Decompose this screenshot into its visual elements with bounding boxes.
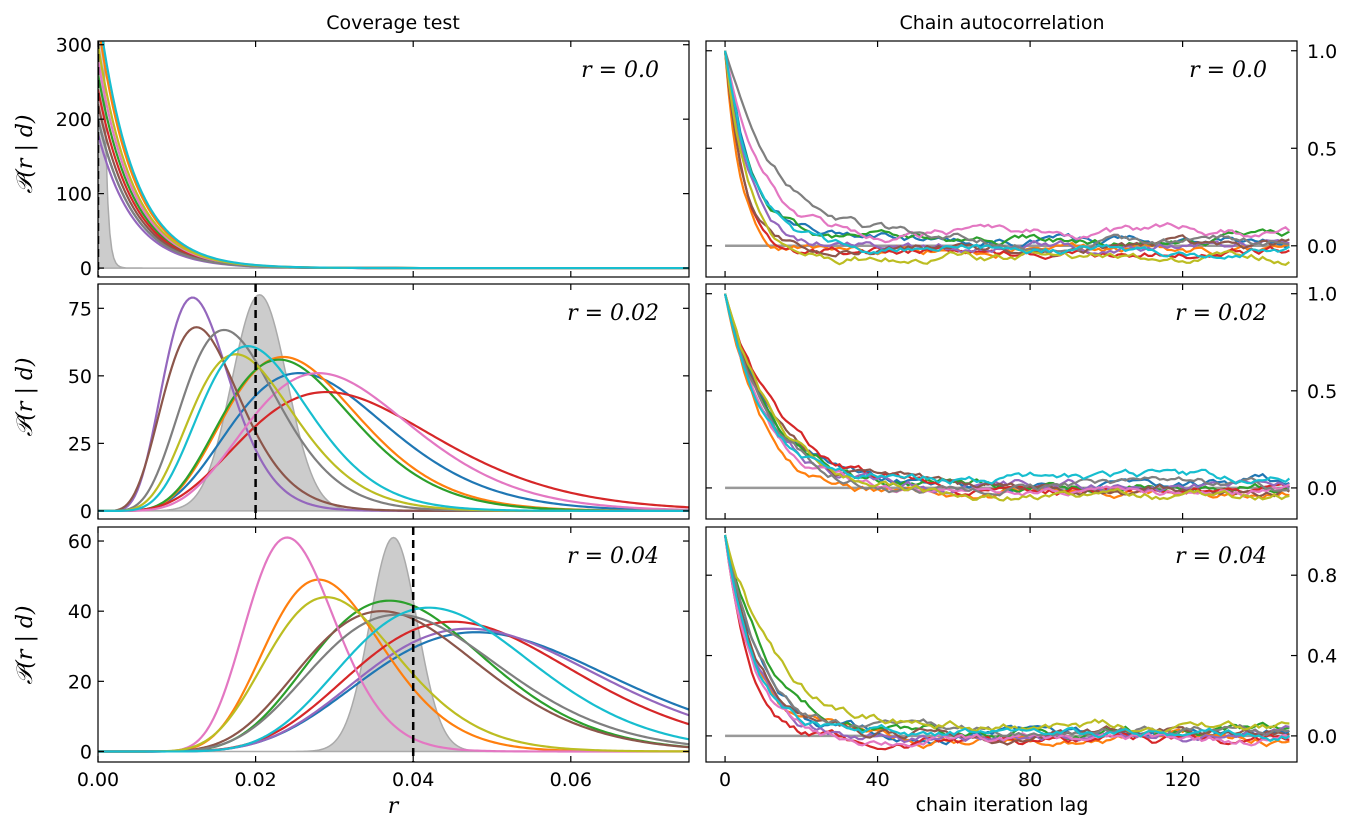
y-tick-label: 0.0 [1307,726,1337,748]
y-axis-label-top: 𝒫(r | d) [13,114,38,193]
series-line-6 [723,50,1290,258]
series-line-9 [723,534,1290,735]
y-tick-label: 0 [80,741,92,763]
y-tick-label: 20 [68,671,92,693]
x-tick-label: 0.04 [392,769,434,791]
series-line-9 [724,293,1290,502]
y-axis-label-middle: 𝒫(r | d) [13,357,38,436]
panel-coverage-r0: 0 100 200 300 r = 0.0 [56,35,690,280]
series-line-7 [723,50,1291,244]
series-line-7 [98,372,689,512]
y-tick-label: 0.8 [1307,565,1337,587]
series-line-10 [723,50,1290,260]
series-line-9 [98,596,689,753]
series-line-3 [98,358,689,512]
y-tick-label: 75 [68,298,92,320]
x-tick-label: 120 [1164,769,1200,791]
series-line-6 [98,104,689,270]
panel-annotation: r = 0.04 [567,544,659,569]
series-line-10 [98,606,689,753]
y-tick-label: 0.4 [1307,646,1337,668]
plot-area [98,284,689,519]
panel-annotation: r = 0.02 [1175,301,1267,326]
panel-annotation: r = 0.04 [1175,544,1267,569]
right-column-title: Chain autocorrelation [899,12,1104,34]
left-x-axis-label: r [388,794,400,819]
panel-annotation: r = 0.0 [1189,58,1267,83]
panel-frame [97,283,690,520]
series-line-5 [723,50,1290,256]
y-tick-label: 0 [80,258,92,280]
x-tick-label: 0 [719,769,731,791]
y-tick-label: 0.0 [1307,478,1337,500]
series-line-10 [723,293,1291,486]
x-tick-label: 0.06 [550,769,592,791]
y-tick-label: 1.0 [1307,284,1337,306]
x-tick-label: 0.00 [77,769,119,791]
panel-coverage-r002: 0 25 50 75 r = 0.02 [68,283,690,523]
shaded-reference-distribution [98,41,689,269]
y-tick-label: 25 [68,433,92,455]
panel-frame [97,40,690,278]
y-tick-label: 0.5 [1307,381,1337,403]
y-tick-label: 1.0 [1307,41,1337,63]
y-tick-label: 60 [68,531,92,553]
y-tick-label: 300 [56,35,92,57]
plot-area [723,293,1291,502]
series-line-8 [723,534,1290,738]
panel-annotation: r = 0.02 [567,301,659,326]
right-x-axis-label: chain iteration lag [916,794,1089,816]
y-tick-label: 50 [68,366,92,388]
series-line-2 [98,355,689,512]
series-line-10 [101,41,689,270]
panel-annotation: r = 0.0 [581,58,659,83]
series-line-8 [723,293,1290,497]
panel-autocorr-r0: 0.0 0.5 1.0 r = 0.0 [705,40,1337,278]
series-line-8 [98,328,689,512]
series-line-8 [98,613,689,753]
series-line-7 [723,534,1291,748]
x-tick-label: 0.02 [234,769,276,791]
series-line-4 [98,89,689,270]
panel-autocorr-r002: 0.0 0.5 1.0 r = 0.02 [705,283,1337,520]
y-tick-label: 0.5 [1307,138,1337,160]
panel-frame [705,526,1298,763]
series-line-4 [98,390,689,512]
series-line-7 [98,59,689,270]
y-tick-label: 200 [56,109,92,131]
plot-area [723,50,1291,266]
plot-area [723,534,1291,751]
y-tick-label: 0.0 [1307,236,1337,258]
x-tick-label: 80 [1018,769,1042,791]
panel-autocorr-r004: 0 40 80 120 0.0 0.4 0.8 r = 0.04 [705,526,1337,791]
series-line-10 [98,345,689,512]
series-line-1 [98,372,689,512]
panel-frame [705,283,1298,520]
plot-area [98,41,689,277]
plot-area [98,527,689,762]
series-line-4 [724,293,1290,497]
series-line-7 [98,536,689,753]
shaded-reference-distribution [98,536,689,753]
y-tick-label: 0 [80,501,92,523]
series-line-10 [723,534,1290,743]
y-tick-label: 100 [56,184,92,206]
panel-frame [97,526,690,763]
left-column-title: Coverage test [326,12,460,34]
y-axis-label-bottom: 𝒫(r | d) [13,605,38,684]
panel-frame [705,40,1298,278]
series-line-6 [98,326,689,512]
y-tick-label: 40 [68,601,92,623]
x-tick-label: 40 [865,769,889,791]
panel-coverage-r004: 0.00 0.02 0.04 0.06 0 20 40 60 r = 0.04 [68,526,690,791]
series-line-3 [98,74,689,270]
series-line-9 [723,50,1291,266]
